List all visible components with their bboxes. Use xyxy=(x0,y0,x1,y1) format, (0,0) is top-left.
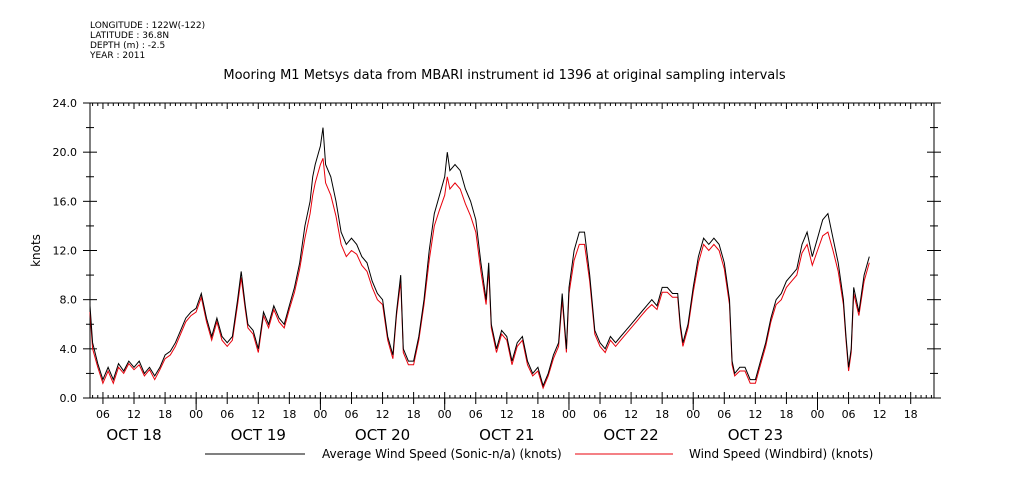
x-tick-label: 12 xyxy=(748,408,762,421)
x-tick-label: 00 xyxy=(562,408,576,421)
x-tick-label: 18 xyxy=(282,408,296,421)
axes: 0.0 4.0 8.0 12.0 16.0 20.0 24.0 knots 06 12 18 00 06… xyxy=(29,97,941,444)
x-tick-label: 18 xyxy=(655,408,669,421)
y-tick-label: 24.0 xyxy=(53,97,78,110)
metadata-block: LONGITUDE : 122W(-122) LATITUDE : 36.8N … xyxy=(90,21,205,61)
y-axis-label: knots xyxy=(29,234,43,267)
longitude-label: LONGITUDE : 122W(-122) xyxy=(90,21,206,31)
x-tick-label: 12 xyxy=(376,408,390,421)
x-tick-label: 12 xyxy=(127,408,141,421)
y-tick-label: 8.0 xyxy=(60,294,78,307)
x-tick-label: 00 xyxy=(189,408,203,421)
x-tick-label: 12 xyxy=(251,408,265,421)
x-tick-label: 06 xyxy=(593,408,607,421)
x-tick-label: 18 xyxy=(779,408,793,421)
x-tick-label: 18 xyxy=(904,408,918,421)
x-tick-label: 12 xyxy=(624,408,638,421)
plot-frame xyxy=(89,102,935,399)
series-layer xyxy=(89,127,870,390)
year-label: YEAR : 2011 xyxy=(90,51,146,61)
day-label: OCT 22 xyxy=(603,426,658,444)
legend-label-1: Wind Speed (Windbird) (knots) xyxy=(689,447,873,461)
depth-label: DEPTH (m) : -2.5 xyxy=(90,41,166,51)
y-tick-label: 12.0 xyxy=(53,245,78,258)
x-tick-label: 06 xyxy=(344,408,358,421)
series-line-0 xyxy=(89,127,870,388)
y-tick-label: 4.0 xyxy=(60,343,78,356)
x-tick-label: 06 xyxy=(96,408,110,421)
day-label: OCT 18 xyxy=(106,426,161,444)
x-tick-label: 06 xyxy=(717,408,731,421)
legend: Average Wind Speed (Sonic-n/a) (knots) Wi… xyxy=(205,447,873,461)
y-tick-label: 16.0 xyxy=(53,195,78,208)
chart-title: Mooring M1 Metsys data from MBARI instru… xyxy=(223,68,786,83)
x-tick-label: 00 xyxy=(313,408,327,421)
x-tick-label: 18 xyxy=(531,408,545,421)
legend-label-0: Average Wind Speed (Sonic-n/a) (knots) xyxy=(322,447,562,461)
y-tick-label: 0.0 xyxy=(60,392,78,405)
x-tick-label: 06 xyxy=(842,408,856,421)
x-tick-label: 00 xyxy=(810,408,824,421)
x-tick-label: 12 xyxy=(500,408,514,421)
x-tick-label: 06 xyxy=(469,408,483,421)
y-tick-label: 20.0 xyxy=(53,146,78,159)
x-tick-label: 18 xyxy=(158,408,172,421)
x-tick-label: 00 xyxy=(686,408,700,421)
day-label: OCT 19 xyxy=(231,426,286,444)
day-label: OCT 23 xyxy=(728,426,783,444)
x-tick-label: 12 xyxy=(873,408,887,421)
x-tick-label: 06 xyxy=(220,408,234,421)
series-line-1 xyxy=(89,158,870,390)
day-label: OCT 21 xyxy=(479,426,534,444)
x-tick-label: 18 xyxy=(407,408,421,421)
latitude-label: LATITUDE : 36.8N xyxy=(90,31,170,41)
x-tick-label: 00 xyxy=(438,408,452,421)
day-label: OCT 20 xyxy=(355,426,410,444)
